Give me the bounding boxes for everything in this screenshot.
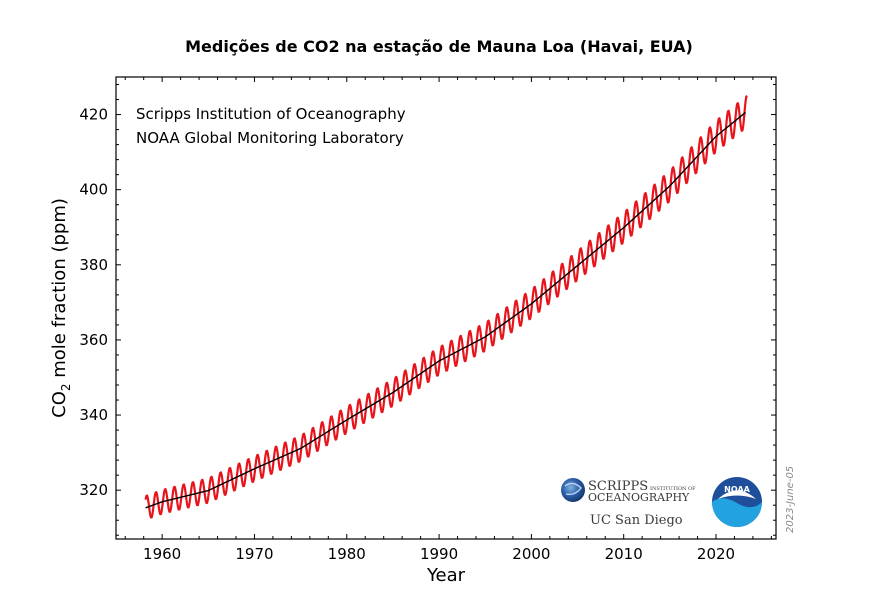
noaa-logo-wave bbox=[712, 498, 762, 527]
x-tick-label: 2000 bbox=[512, 545, 550, 563]
y-tick-label: 400 bbox=[79, 181, 108, 199]
x-tick-label: 1970 bbox=[235, 545, 273, 563]
scripps-globe-swirl bbox=[564, 482, 582, 496]
x-tick-label: 1960 bbox=[143, 545, 181, 563]
plot-area: 1960 1970 1980 1990 2000 2010 2020 320 340 360 38… bbox=[79, 76, 777, 563]
y-axis-label-main: CO bbox=[49, 391, 70, 418]
scripps-globe-icon bbox=[561, 478, 585, 502]
x-tick-label: 2020 bbox=[697, 545, 735, 563]
y-axis-label-rest: mole fraction (ppm) bbox=[49, 198, 70, 383]
y-tick-label: 420 bbox=[79, 106, 108, 124]
credit-noaa: NOAA Global Monitoring Laboratory bbox=[136, 129, 404, 147]
ucsd-logo-text: UC San Diego bbox=[590, 513, 683, 528]
y-axis-label: CO2 mole fraction (ppm) bbox=[49, 198, 73, 418]
scripps-logo-line1: SCRIPPS bbox=[588, 479, 648, 494]
x-tick-label: 1990 bbox=[420, 545, 458, 563]
x-tick-labels: 1960 1970 1980 1990 2000 2010 2020 bbox=[143, 545, 735, 563]
y-tick-label: 320 bbox=[79, 481, 108, 499]
x-tick-label: 2010 bbox=[605, 545, 643, 563]
series-trend-line bbox=[145, 111, 746, 509]
chart-title: Medições de CO2 na estação de Mauna Loa … bbox=[185, 37, 693, 56]
y-tick-label: 360 bbox=[79, 331, 108, 349]
y-axis-label-subscript: 2 bbox=[59, 383, 73, 391]
credit-scripps: Scripps Institution of Oceanography bbox=[136, 105, 406, 123]
y-tick-label: 340 bbox=[79, 406, 108, 424]
noaa-logo-text: NOAA bbox=[724, 485, 750, 494]
major-ticks bbox=[116, 77, 776, 539]
minor-ticks bbox=[116, 77, 776, 539]
scripps-logo-small: INSTITUTION OF bbox=[650, 486, 696, 492]
x-tick-label: 1980 bbox=[328, 545, 366, 563]
noaa-logo-bird bbox=[718, 490, 756, 499]
series-layer bbox=[144, 94, 748, 519]
series-monthly-line bbox=[144, 94, 748, 519]
scripps-logo: SCRIPPS INSTITUTION OF OCEANOGRAPHY UC S… bbox=[561, 478, 696, 528]
noaa-logo: NOAA bbox=[712, 477, 762, 527]
date-stamp: 2023-June-05 bbox=[785, 466, 796, 533]
y-tick-labels: 320 340 360 380 400 420 bbox=[79, 106, 108, 500]
x-axis-label: Year bbox=[426, 565, 466, 586]
plot-frame bbox=[115, 76, 777, 540]
scripps-logo-line2: OCEANOGRAPHY bbox=[588, 491, 690, 504]
y-tick-label: 380 bbox=[79, 256, 108, 274]
